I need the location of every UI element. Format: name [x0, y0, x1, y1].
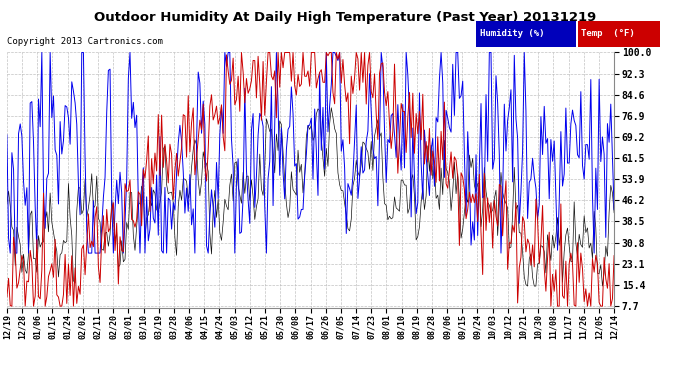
Text: Humidity (%): Humidity (%) — [480, 29, 544, 38]
Text: Temp  (°F): Temp (°F) — [581, 29, 635, 38]
Text: Outdoor Humidity At Daily High Temperature (Past Year) 20131219: Outdoor Humidity At Daily High Temperatu… — [94, 11, 596, 24]
Text: Copyright 2013 Cartronics.com: Copyright 2013 Cartronics.com — [7, 38, 163, 46]
